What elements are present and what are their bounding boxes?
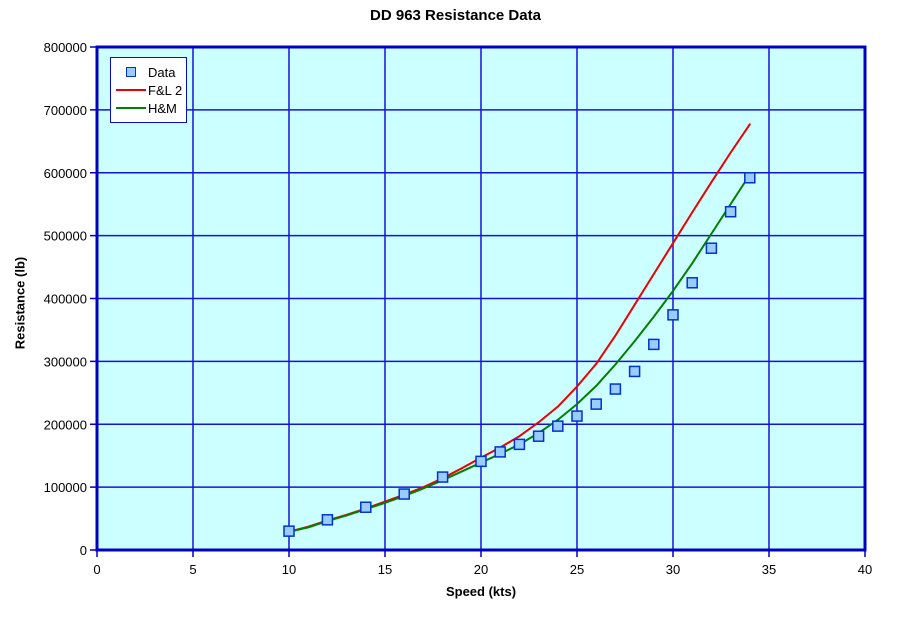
x-axis-title: Speed (kts) [445, 584, 517, 599]
data-point-marker [590, 398, 602, 410]
x-tick-label: 25 [570, 562, 584, 577]
green-line-icon [114, 107, 148, 109]
x-tick-label: 20 [474, 562, 488, 577]
y-axis-title: Resistance (lb) [12, 256, 28, 350]
y-tick-label: 500000 [44, 229, 87, 244]
data-point-marker [705, 242, 718, 254]
data-point-marker [628, 365, 641, 378]
y-tick-label: 100000 [44, 480, 87, 495]
plot-border [95, 45, 867, 552]
y-tick-label: 200000 [44, 417, 87, 432]
x-tick-label: 15 [378, 562, 392, 577]
data-point-marker [744, 172, 756, 184]
data-point-marker [686, 277, 698, 289]
legend-label-hm: H&M [148, 100, 177, 116]
data-point-marker [648, 338, 660, 351]
y-tick-label: 600000 [44, 166, 87, 181]
y-tick-label: 700000 [44, 103, 87, 118]
data-point-marker [552, 420, 564, 432]
data-point-marker [513, 438, 526, 451]
data-point-marker [360, 501, 372, 513]
chart-title: DD 963 Resistance Data [370, 7, 541, 24]
x-tick-label: 10 [282, 562, 296, 577]
legend-item-fl2: F&L 2 [114, 81, 182, 99]
y-tick-label: 800000 [44, 40, 87, 55]
legend-item-data: Data [114, 63, 182, 81]
data-point-marker [475, 455, 487, 468]
y-tick-label: 300000 [44, 354, 87, 369]
data-point-marker [571, 410, 583, 422]
y-tick-label: 0 [80, 543, 87, 558]
data-marker-icon [114, 67, 148, 77]
x-tick-label: 30 [666, 562, 680, 577]
data-point-marker [609, 383, 622, 395]
x-tick-label: 0 [93, 562, 100, 577]
x-tick-label: 35 [762, 562, 776, 577]
legend-label-data: Data [148, 64, 176, 80]
data-point-marker [532, 430, 545, 442]
data-point-marker [724, 205, 737, 218]
legend-label-fl2: F&L 2 [148, 82, 183, 98]
data-point-marker [667, 309, 679, 321]
legend-item-hm: H&M [114, 99, 182, 117]
legend: Data F&L 2 H&M [110, 57, 187, 123]
data-point-marker [283, 525, 295, 537]
x-tick-label: 40 [858, 562, 872, 577]
data-point-marker [321, 514, 334, 526]
data-point-marker [398, 488, 410, 500]
data-point-marker [494, 446, 506, 458]
data-point-marker [436, 471, 449, 483]
red-line-icon [114, 89, 148, 91]
x-tick-label: 5 [189, 562, 196, 577]
y-tick-label: 400000 [44, 292, 87, 307]
